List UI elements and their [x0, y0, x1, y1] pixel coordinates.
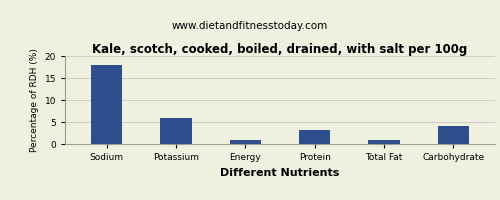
Bar	[91, 65, 122, 144]
Bar	[438, 126, 469, 144]
Bar	[299, 130, 330, 144]
Bar	[230, 140, 261, 144]
Bar	[160, 118, 192, 144]
Bar	[368, 140, 400, 144]
X-axis label: Different Nutrients: Different Nutrients	[220, 168, 340, 178]
Y-axis label: Percentage of RDH (%): Percentage of RDH (%)	[30, 48, 39, 152]
Title: Kale, scotch, cooked, boiled, drained, with salt per 100g: Kale, scotch, cooked, boiled, drained, w…	[92, 43, 468, 56]
Text: www.dietandfitnesstoday.com: www.dietandfitnesstoday.com	[172, 21, 328, 31]
